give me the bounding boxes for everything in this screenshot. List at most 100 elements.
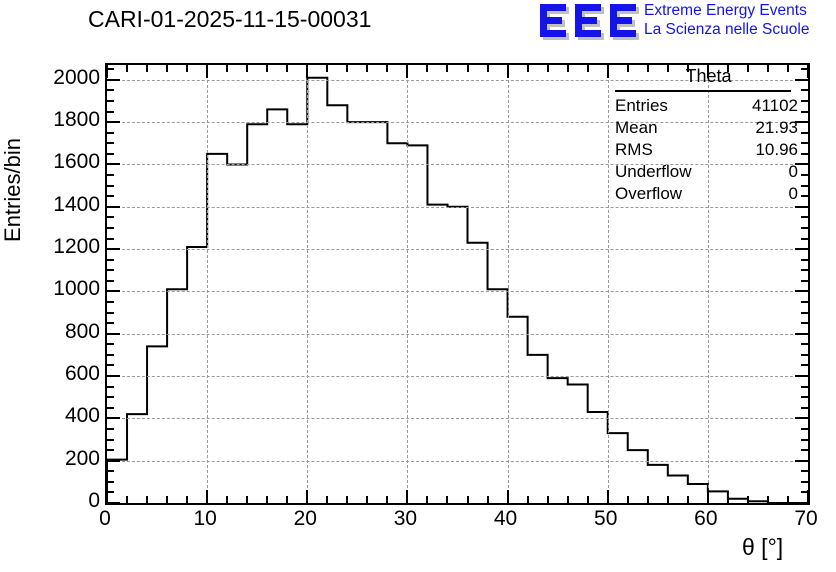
eee-letter-fill: [540, 4, 566, 38]
y-tick-major: [795, 163, 808, 166]
x-tick-minor: [786, 496, 789, 503]
y-tick-minor: [801, 110, 808, 113]
stats-rule: [615, 90, 791, 92]
y-tick-minor: [801, 258, 808, 261]
x-tick-label: 30: [393, 507, 418, 530]
y-tick-major: [107, 417, 120, 420]
x-tick-minor: [166, 496, 169, 503]
x-tick-minor: [786, 65, 789, 72]
x-tick-minor: [466, 65, 469, 72]
y-tick-major: [107, 121, 120, 124]
y-tick-label: 400: [64, 404, 100, 428]
plot-frame: [105, 63, 810, 505]
x-tick-minor: [286, 496, 289, 503]
y-tick-minor: [801, 438, 808, 441]
y-tick-major: [107, 502, 120, 504]
x-tick-minor: [266, 65, 269, 72]
x-tick-minor: [286, 65, 289, 72]
y-tick-minor: [801, 237, 808, 240]
stats-row-value: 0: [788, 162, 798, 181]
y-tick-major: [107, 332, 120, 335]
y-tick-major: [795, 78, 808, 81]
y-tick-minor: [107, 131, 114, 134]
y-tick-minor: [801, 364, 808, 367]
y-tick-minor: [107, 438, 114, 441]
gridline-horizontal: [107, 249, 808, 251]
y-tick-minor: [801, 311, 808, 314]
stats-row-key: Underflow: [615, 162, 692, 181]
gridline-vertical: [707, 65, 709, 503]
y-tick-minor: [801, 269, 808, 272]
y-tick-minor: [107, 279, 114, 282]
stats-row-value: 21.93: [755, 118, 798, 137]
y-tick-major: [107, 205, 120, 208]
gridline-vertical: [507, 65, 509, 503]
y-tick-minor: [801, 322, 808, 325]
x-tick-minor: [486, 65, 489, 72]
y-tick-minor: [801, 131, 808, 134]
x-tick-minor: [126, 65, 129, 72]
y-tick-major: [795, 375, 808, 378]
eee-logo-mark: [540, 4, 639, 40]
y-tick-minor: [107, 406, 114, 409]
y-tick-label: 1200: [53, 235, 100, 259]
y-tick-minor: [801, 279, 808, 282]
y-tick-minor: [801, 491, 808, 494]
y-tick-minor: [107, 353, 114, 356]
x-tick-major: [506, 65, 509, 78]
eee-logo: Extreme Energy Events La Scienza nelle S…: [540, 2, 836, 42]
y-tick-minor: [107, 226, 114, 229]
y-tick-minor: [801, 68, 808, 71]
x-tick-major: [606, 490, 609, 503]
x-tick-major: [206, 490, 209, 503]
x-tick-minor: [366, 65, 369, 72]
y-tick-label: 1000: [53, 277, 100, 301]
gridline-horizontal: [107, 460, 808, 462]
x-tick-minor: [446, 496, 449, 503]
y-tick-minor: [107, 311, 114, 314]
x-tick-major: [506, 490, 509, 503]
y-tick-label: 1400: [53, 192, 100, 216]
y-tick-major: [795, 502, 808, 504]
gridline-horizontal: [107, 376, 808, 378]
y-tick-minor: [107, 427, 114, 430]
gridline-vertical: [207, 65, 209, 503]
x-tick-major: [706, 65, 709, 78]
stats-row: RMS 10.96: [615, 139, 798, 161]
y-tick-minor: [107, 322, 114, 325]
x-tick-minor: [586, 65, 589, 72]
y-tick-label: 800: [64, 319, 100, 343]
x-tick-minor: [146, 65, 149, 72]
y-tick-minor: [107, 364, 114, 367]
y-tick-minor: [107, 396, 114, 399]
y-axis-tick-labels: 0 200 400 600 800 1000 1200 1400 1600 1800 2000: [0, 63, 100, 512]
y-tick-major: [795, 290, 808, 293]
x-tick-minor: [426, 496, 429, 503]
x-tick-label: 20: [293, 507, 317, 530]
x-tick-major: [706, 490, 709, 503]
stats-row: Underflow 0: [615, 161, 798, 183]
y-tick-major: [107, 375, 120, 378]
x-tick-major: [606, 65, 609, 78]
x-tick-minor: [526, 496, 529, 503]
x-tick-major: [306, 65, 309, 78]
gridline-horizontal: [107, 418, 808, 420]
x-tick-minor: [586, 496, 589, 503]
stats-box: Theta Entries 41102 Mean 21.93 RMS 10.96 Under…: [607, 63, 810, 205]
x-tick-minor: [226, 496, 229, 503]
y-tick-minor: [801, 353, 808, 356]
stats-title: Theta: [685, 66, 732, 86]
gridline-vertical: [307, 65, 309, 503]
y-tick-minor: [107, 110, 114, 113]
x-tick-major: [807, 490, 809, 503]
y-tick-minor: [107, 68, 114, 71]
stats-row-key: RMS: [615, 140, 653, 159]
x-tick-minor: [326, 65, 329, 72]
x-tick-minor: [546, 65, 549, 72]
y-tick-minor: [801, 396, 808, 399]
x-tick-minor: [766, 496, 769, 503]
x-tick-label: 10: [193, 507, 217, 530]
gridline-horizontal: [107, 291, 808, 293]
y-tick-major: [795, 332, 808, 335]
x-tick-minor: [366, 496, 369, 503]
